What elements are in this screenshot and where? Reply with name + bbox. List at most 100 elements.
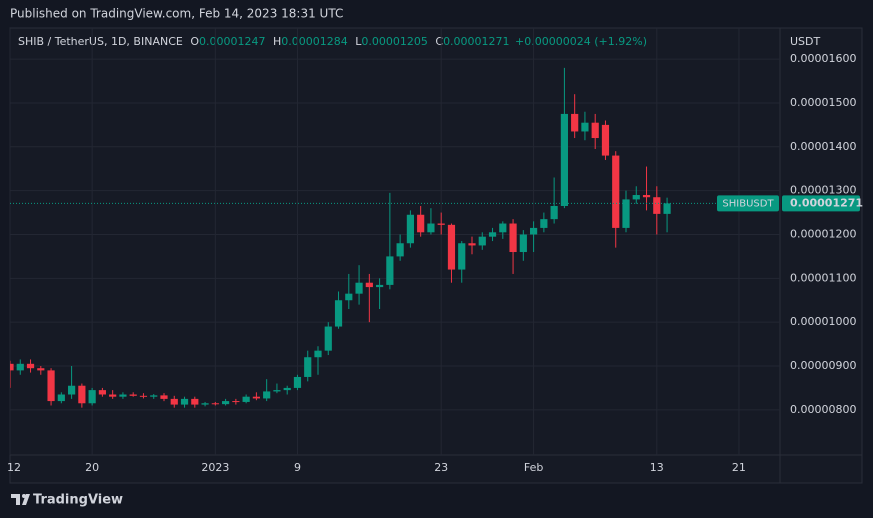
candle-body <box>509 223 517 253</box>
candle-body <box>88 390 96 404</box>
logo-dot <box>22 494 26 498</box>
y-tick-label: 0.00001000 <box>790 315 856 328</box>
y-tick-label: 0.00001300 <box>790 184 856 197</box>
candle-body <box>591 122 599 139</box>
candle-body <box>129 394 137 396</box>
candle-body <box>47 370 55 402</box>
candle-body <box>10 363 14 371</box>
currency-label: USDT <box>790 35 821 48</box>
y-tick-label: 0.00000900 <box>790 359 856 372</box>
candle-body <box>488 232 497 237</box>
candle-body <box>293 376 302 388</box>
candle-body <box>160 395 168 399</box>
candle-body <box>211 403 219 405</box>
ohlc-key: O <box>190 35 199 48</box>
x-tick-label: 21 <box>732 461 746 474</box>
candle-body <box>601 124 610 156</box>
candle-body <box>468 243 476 246</box>
candle-body <box>530 227 538 235</box>
candle-body <box>334 300 343 327</box>
candle-body <box>191 398 199 405</box>
candle-body <box>365 282 373 288</box>
candle-body <box>550 205 558 220</box>
candle-body <box>417 214 425 233</box>
candle-body <box>139 395 148 397</box>
candle-body <box>653 197 661 214</box>
candle-body <box>242 396 250 402</box>
candle-body <box>98 390 106 395</box>
x-tick-label: 2023 <box>201 461 229 474</box>
candle-body <box>109 394 117 397</box>
ohlc-value: 0.00001284 <box>281 35 347 48</box>
ohlc-value: 0.00001247 <box>199 35 265 48</box>
candle-body <box>612 155 620 228</box>
y-tick-label: 0.00001400 <box>790 140 856 153</box>
ohlc-value: 0.00001205 <box>361 35 427 48</box>
candle-body <box>263 391 271 399</box>
candle-body <box>437 223 445 225</box>
candle-body <box>273 390 281 392</box>
legend-line: SHIB / TetherUS, 1D, BINANCE O0.00001247… <box>18 35 647 48</box>
y-tick-label: 0.00001100 <box>790 271 856 284</box>
x-tick-label: 13 <box>650 461 664 474</box>
candle-body <box>170 398 178 405</box>
y-tick-label: 0.00001600 <box>790 52 856 65</box>
candle-body <box>540 219 548 228</box>
candle-body <box>180 398 189 405</box>
y-tick-label: 0.00000800 <box>790 403 856 416</box>
change: +0.00000024 (+1.92%) <box>515 35 647 48</box>
ticker-tag <box>717 195 779 212</box>
published-note: Published on TradingView.com, Feb 14, 20… <box>10 7 343 21</box>
candle-body <box>222 401 230 405</box>
candle-body <box>78 385 86 404</box>
ohlc-key: C <box>435 35 443 48</box>
candle-body <box>622 199 630 228</box>
candle-body <box>57 394 65 402</box>
candle-body <box>376 284 384 288</box>
candle-body <box>519 234 527 253</box>
candle-body <box>68 385 76 395</box>
candle-body <box>324 326 332 351</box>
x-tick-label: Feb <box>524 461 543 474</box>
x-tick-label: 20 <box>85 461 99 474</box>
price-label: 0.00001271 <box>790 196 863 209</box>
candle-body <box>345 293 353 301</box>
candle-body <box>632 195 640 200</box>
candle-body <box>314 350 322 358</box>
candle-body <box>406 214 414 244</box>
candle-body <box>232 401 240 403</box>
symbol: SHIB / TetherUS, 1D, BINANCE <box>18 35 183 48</box>
candle-body <box>458 243 466 270</box>
ohlc-key: H <box>273 35 281 48</box>
y-tick-label: 0.00001200 <box>790 227 856 240</box>
chart-frame <box>9 27 863 484</box>
candle-body <box>642 195 651 198</box>
candle-body <box>37 368 45 371</box>
candle-body <box>396 243 404 257</box>
candle-body <box>283 387 291 391</box>
candle-body <box>26 363 35 369</box>
candle-body <box>386 256 394 285</box>
candle-body <box>427 223 435 233</box>
y-tick-label: 0.00001500 <box>790 96 856 109</box>
x-tick-label: 12 <box>7 461 21 474</box>
brand: TradingView <box>33 493 123 508</box>
candle-body <box>478 236 486 246</box>
ohlc-key: L <box>355 35 362 48</box>
candle-body <box>663 203 671 214</box>
candle-body <box>447 224 456 270</box>
candle-body <box>581 122 589 132</box>
candle-body <box>252 396 260 399</box>
candle-body <box>571 113 579 132</box>
ticker-label: SHIBUSDT <box>722 198 774 209</box>
candles <box>10 67 671 408</box>
candle-body <box>150 395 158 397</box>
candle-body <box>119 394 127 397</box>
x-tick-label: 9 <box>294 461 301 474</box>
candle-body <box>16 363 24 371</box>
candle-body <box>560 113 568 206</box>
price-tag <box>782 195 860 212</box>
footer-logo: TradingView <box>11 493 123 508</box>
